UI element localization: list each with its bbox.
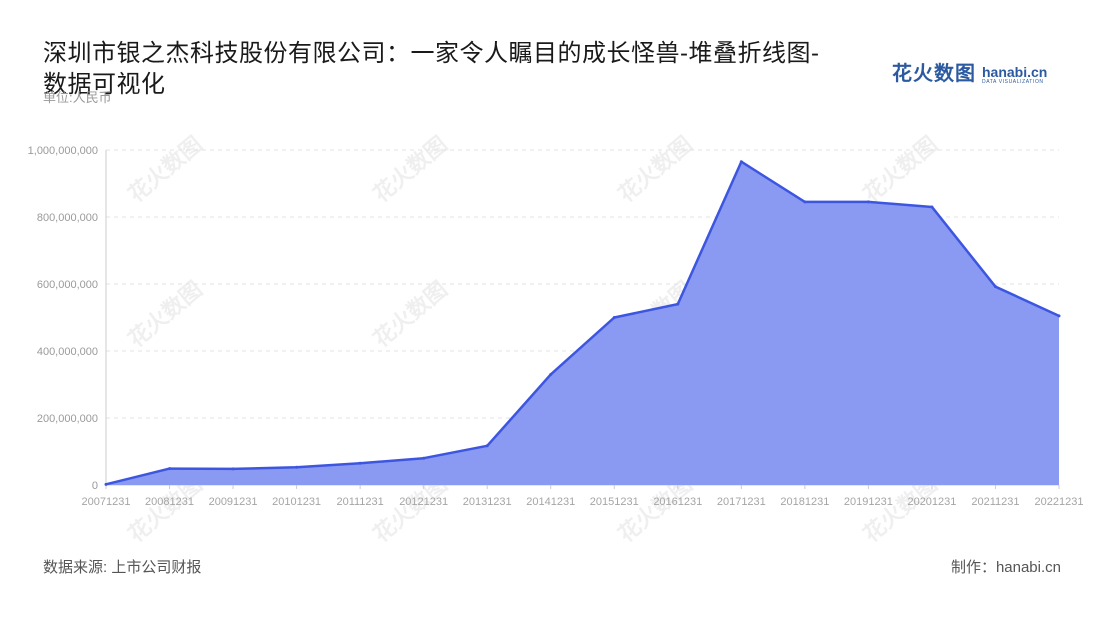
y-tick-label: 600,000,000 (37, 279, 98, 291)
y-tick-label: 200,000,000 (37, 413, 98, 425)
x-tick-label: 20141231 (526, 496, 575, 508)
logo-text-cn: 花火数图 (892, 63, 976, 85)
data-point[interactable] (104, 482, 108, 486)
y-axis: 0 200,000,000 400,000,000 600,000,000 800,00… (28, 145, 107, 492)
y-tick-label: 1,000,000,000 (28, 145, 98, 157)
plot-area (104, 160, 1061, 486)
data-point[interactable] (993, 285, 997, 289)
x-tick-label: 20211231 (971, 496, 1019, 508)
data-point[interactable] (612, 316, 616, 319)
x-tick-label: 20221231 (1035, 496, 1084, 508)
data-point[interactable] (485, 444, 489, 448)
x-tick-label: 20111231 (336, 496, 383, 508)
watermark-text: 花火数图 (368, 276, 452, 352)
data-source: 数据来源: 上市公司财报 (43, 559, 202, 576)
watermark-text: 花火数图 (858, 131, 942, 207)
logo-text-en-group: hanabi.cn DATA VISUALIZATION (982, 65, 1047, 86)
x-tick-label: 20121231 (399, 496, 448, 508)
data-point[interactable] (1057, 314, 1061, 318)
y-tick-label: 800,000,000 (37, 212, 98, 224)
credit-text: 制作：hanabi.cn (950, 559, 1061, 576)
logo-text-en-sub: DATA VISUALIZATION (982, 79, 1044, 85)
data-point[interactable] (168, 467, 172, 471)
x-tick-label: 20191231 (844, 496, 893, 508)
data-point[interactable] (231, 467, 235, 471)
x-tick-label: 20201231 (907, 496, 956, 508)
watermark-text: 花火数图 (613, 131, 697, 207)
data-point[interactable] (422, 456, 426, 460)
x-tick-label: 20181231 (780, 496, 829, 508)
watermark-text: 花火数图 (368, 131, 452, 207)
data-point[interactable] (358, 461, 362, 465)
x-tick-label: 20091231 (209, 496, 258, 508)
data-point[interactable] (930, 205, 934, 209)
x-tick-label: 20171231 (717, 496, 766, 508)
y-tick-label: 400,000,000 (37, 346, 98, 358)
y-tick-label: 0 (92, 480, 98, 492)
data-point[interactable] (803, 200, 807, 204)
data-point[interactable] (739, 160, 743, 164)
series-area (106, 161, 1059, 485)
data-point[interactable] (549, 372, 553, 376)
data-point[interactable] (676, 302, 680, 306)
brand-logo: 花火数图 hanabi.cn DATA VISUALIZATION (892, 60, 1047, 86)
x-tick-label: 20131231 (463, 496, 512, 508)
x-tick-label: 20071231 (82, 496, 131, 508)
chart-title: 深圳市银之杰科技股份有限公司：一家令人瞩目的成长怪兽-堆叠折线图-数据可视化 (43, 40, 820, 98)
x-tick-label: 20151231 (590, 496, 639, 508)
series-line (105, 160, 1060, 486)
unit-label: 单位:人民币 (43, 90, 112, 105)
data-point[interactable] (295, 465, 299, 469)
data-point[interactable] (866, 200, 870, 204)
x-tick-label: 20161231 (653, 496, 702, 508)
watermark-text: 花火数图 (123, 276, 207, 352)
x-tick-label: 20101231 (272, 496, 321, 508)
watermark-text: 花火数图 (123, 131, 207, 207)
x-tick-label: 20081231 (145, 496, 194, 508)
logo-text-en: hanabi.cn (982, 64, 1048, 80)
